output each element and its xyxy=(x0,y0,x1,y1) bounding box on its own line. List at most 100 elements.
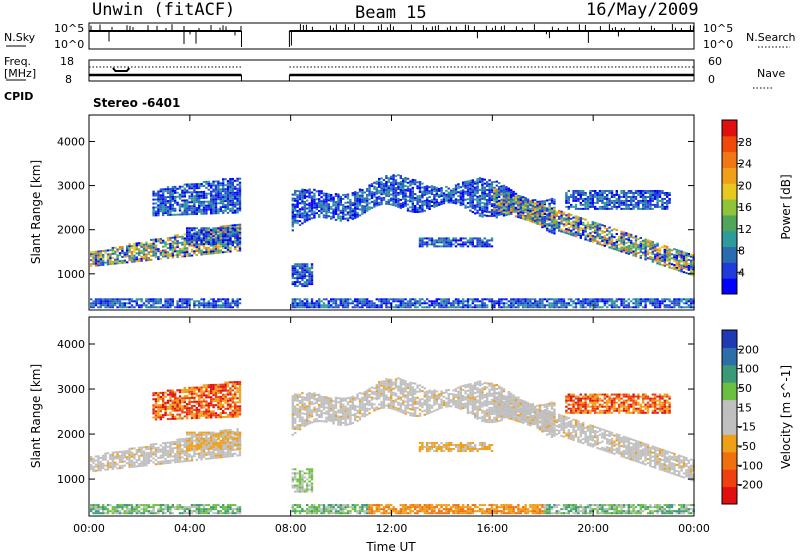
scatter-cell xyxy=(200,231,202,233)
scatter-cell xyxy=(160,254,162,256)
scatter-cell xyxy=(164,243,166,245)
scatter-cell xyxy=(354,298,356,300)
scatter-cell xyxy=(668,200,670,202)
scatter-cell xyxy=(328,211,330,213)
scatter-cell xyxy=(488,195,490,197)
scatter-cell xyxy=(673,300,675,302)
scatter-cell xyxy=(311,281,313,283)
scatter-cell xyxy=(162,188,164,190)
scatter-cell xyxy=(666,306,668,308)
scatter-cell xyxy=(640,249,642,251)
scatter-cell xyxy=(412,302,414,304)
scatter-cell xyxy=(239,246,241,248)
scatter-cell xyxy=(632,194,634,196)
scatter-cell xyxy=(313,189,315,191)
scatter-cell xyxy=(472,195,474,197)
scatter-cell xyxy=(109,466,111,468)
scatter-cell xyxy=(366,194,368,196)
scatter-cell xyxy=(388,201,390,203)
scatter-cell xyxy=(169,192,171,194)
scatter-cell xyxy=(433,206,435,208)
scatter-cell xyxy=(666,298,668,300)
scatter-cell xyxy=(150,249,152,251)
scatter-cell xyxy=(676,261,678,263)
scatter-cell xyxy=(515,197,517,199)
scatter-cell xyxy=(685,266,687,268)
scatter-cell xyxy=(304,271,306,273)
scatter-cell xyxy=(493,208,495,210)
scatter-cell xyxy=(196,241,198,243)
scatter-cell xyxy=(640,302,642,304)
scatter-cell xyxy=(462,306,464,308)
scatter-cell xyxy=(306,300,308,302)
scatter-cell xyxy=(335,193,337,195)
scatter-cell xyxy=(407,302,409,304)
scatter-cell xyxy=(227,227,229,229)
scatter-cell xyxy=(203,229,205,231)
scatter-cell xyxy=(155,195,157,197)
scatter-cell xyxy=(208,207,210,209)
scatter-cell xyxy=(464,207,466,209)
scatter-cell xyxy=(455,245,457,247)
scatter-cell xyxy=(580,202,582,204)
scatter-cell xyxy=(654,248,656,250)
scatter-cell xyxy=(553,214,555,216)
scatter-cell xyxy=(361,193,363,195)
scatter-cell xyxy=(589,224,591,226)
scatter-cell xyxy=(304,219,306,221)
scatter-cell xyxy=(510,200,512,202)
scatter-cell xyxy=(311,211,313,213)
scatter-cell xyxy=(433,188,435,190)
scatter-cell xyxy=(445,302,447,304)
scatter-cell xyxy=(644,206,646,208)
scatter-cell xyxy=(539,304,541,306)
scatter-cell xyxy=(625,248,627,250)
scatter-cell xyxy=(462,302,464,304)
scatter-cell xyxy=(652,245,654,247)
scatter-cell xyxy=(378,182,380,184)
scatter-cell xyxy=(412,199,414,201)
scatter-cell xyxy=(203,241,205,243)
scatter-cell xyxy=(174,242,176,244)
scatter-cell xyxy=(426,205,428,207)
scatter-cell xyxy=(532,304,534,306)
scatter-cell xyxy=(404,189,406,191)
scatter-cell xyxy=(133,306,135,308)
scatter-cell xyxy=(162,204,164,206)
scatter-cell xyxy=(599,243,601,245)
scatter-cell xyxy=(116,258,118,260)
scatter-cell xyxy=(328,197,330,199)
scatter-cell xyxy=(112,460,114,462)
scatter-cell xyxy=(179,196,181,198)
scatter-cell xyxy=(623,245,625,247)
scatter-cell xyxy=(212,212,214,214)
scatter-cell xyxy=(654,204,656,206)
scatter-cell xyxy=(392,202,394,204)
scatter-cell xyxy=(152,193,154,195)
scatter-cell xyxy=(448,200,450,202)
scatter-cell xyxy=(323,306,325,308)
scatter-cell xyxy=(539,219,541,221)
scatter-cell xyxy=(224,190,226,192)
scatter-cell xyxy=(433,300,435,302)
scatter-cell xyxy=(148,300,150,302)
scatter-cell xyxy=(92,300,94,302)
scatter-cell xyxy=(299,214,301,216)
scatter-cell xyxy=(239,243,241,245)
scatter-cell xyxy=(121,262,123,264)
scatter-cell xyxy=(642,190,644,192)
scatter-cell xyxy=(361,197,363,199)
scatter-cell xyxy=(505,206,507,208)
scatter-cell xyxy=(318,202,320,204)
scatter-cell xyxy=(193,302,195,304)
scatter-cell xyxy=(498,190,500,192)
scatter-cell xyxy=(193,187,195,189)
scatter-cell xyxy=(131,506,133,508)
scatter-cell xyxy=(383,179,385,181)
scatter-cell xyxy=(205,229,207,231)
nsky-top-tick: 10^5 xyxy=(54,22,84,35)
scatter-cell xyxy=(402,300,404,302)
scatter-cell xyxy=(138,244,140,246)
scatter-cell xyxy=(292,208,294,210)
scatter-cell xyxy=(640,241,642,243)
